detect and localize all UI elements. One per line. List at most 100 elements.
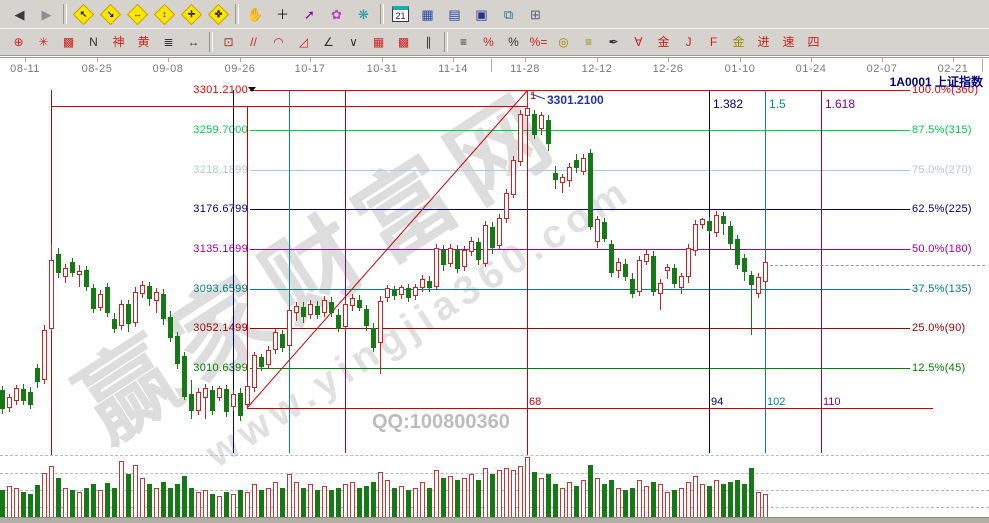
save-button-icon[interactable]: ▣ (475, 6, 488, 22)
percent-tool-icon[interactable]: % (508, 35, 519, 49)
volume-bar (56, 478, 61, 518)
calendar-button-icon[interactable]: 21 (388, 2, 413, 26)
angle-lines-tool-icon[interactable]: ∠ (323, 35, 334, 49)
volume-bar (196, 492, 201, 518)
diamond-pan-right-tool-icon[interactable]: ↘ (98, 2, 123, 26)
bars-scale-tool-icon[interactable]: ≡ (459, 35, 467, 49)
grid-tool-icon[interactable]: ▦ (372, 35, 385, 49)
gold-ring-tool-icon[interactable]: ◎ (558, 35, 569, 49)
gann-level-line (250, 328, 910, 329)
candle-body (623, 264, 628, 277)
grid-dense-tool-icon[interactable]: ▩ (397, 35, 410, 49)
candle-body (749, 275, 754, 285)
volume-bar (714, 480, 719, 518)
diamond-pan-left-tool-icon[interactable]: ↖ (71, 2, 96, 26)
candle-body (238, 393, 243, 416)
volume-bar (154, 488, 159, 518)
volume-bar (161, 482, 166, 518)
diamond-expand-h-tool-icon[interactable]: ↔ (125, 2, 150, 26)
gold-levels-tool-icon[interactable]: ≡ (584, 35, 592, 49)
candle-body (644, 254, 649, 262)
candle-wick (562, 174, 563, 193)
volume-bar (378, 472, 383, 518)
candle-body (511, 160, 516, 195)
gann-square-tool-icon[interactable]: ▩ (62, 35, 75, 49)
parallel-lines-tool-icon[interactable]: ∥ (425, 35, 432, 49)
j-line-tool-icon[interactable]: J (685, 35, 692, 49)
hand-tool-icon[interactable]: ✋ (247, 6, 264, 22)
report-button-icon[interactable]: ▤ (448, 6, 461, 22)
volume-bar (301, 488, 306, 518)
candle-body (329, 302, 334, 313)
gann-level-line (250, 289, 910, 290)
square-fan-tool-icon[interactable]: ◿ (298, 35, 309, 49)
volume-bar (273, 482, 278, 518)
marker-pen-tool-icon[interactable]: ✒ (608, 35, 619, 49)
candle-body (525, 108, 530, 116)
volume-bar (175, 484, 180, 518)
axis-date-label: 10-17 (294, 63, 326, 75)
axis-tick (525, 58, 526, 62)
candle-wick (79, 265, 80, 287)
pct-levels-tool-icon[interactable]: %= (529, 35, 548, 49)
gann-wheel-tool-icon[interactable]: ✿ (331, 6, 342, 22)
huang-tool-icon[interactable]: 黄 (137, 35, 150, 49)
volume-bar (581, 480, 586, 518)
volume-bar (448, 476, 453, 518)
axis-tick (168, 58, 169, 62)
forward-button-icon[interactable]: ▶ (41, 6, 52, 22)
crosshair-tool-icon[interactable]: ＋ (275, 6, 289, 22)
zoom-pointer-tool-icon[interactable]: ➚ (304, 6, 315, 22)
advance-line-tool-icon[interactable]: 进 (757, 35, 770, 49)
speed-line-tool-icon[interactable]: 速 (782, 35, 795, 49)
gold-angle-tool-icon[interactable]: 金 (732, 35, 745, 49)
candle-body (70, 262, 75, 273)
ruler-123-tool-icon[interactable]: ≣ (163, 35, 174, 49)
data-transfer-button-icon[interactable]: ⊞ (530, 6, 541, 22)
last-price-line (770, 265, 985, 266)
axis-tick (668, 58, 669, 62)
gann-percent-label: 25.0%(90) (912, 322, 966, 334)
four-line-tool-icon[interactable]: 四 (807, 35, 820, 49)
wave-gate-tool-icon[interactable]: ∀ (634, 35, 643, 49)
volume-bar (560, 488, 565, 518)
shen-tool-icon[interactable]: 神 (112, 35, 125, 49)
diamond-glyph: ✛ (187, 8, 196, 19)
candle-body (0, 390, 5, 409)
gann-level-line (250, 368, 910, 369)
candle-body (455, 250, 460, 269)
diamond-center-tool-icon[interactable]: ✜ (206, 2, 231, 26)
volume-bar (504, 468, 509, 518)
back-button-icon[interactable]: ◀ (14, 6, 25, 22)
gann-level-line (250, 209, 910, 210)
diamond-zoom-in-tool-icon[interactable]: ✛ (179, 2, 204, 26)
arc-fan-tool-icon[interactable]: ◠ (273, 35, 284, 49)
axis-date-label: 09-26 (224, 63, 256, 75)
candle-wick (751, 271, 752, 335)
spiderweb-tool-icon[interactable]: ❋ (358, 6, 369, 22)
diamond-glyph: ✜ (214, 8, 223, 19)
starburst-tool-icon[interactable]: ✳ (38, 35, 49, 49)
publish-button-icon[interactable]: ⧉ (503, 6, 514, 22)
n-wave-tool-icon[interactable]: N (89, 35, 98, 49)
f-line-tool-icon[interactable]: F (709, 35, 718, 49)
calculator-button-icon[interactable]: ▦ (421, 6, 434, 22)
volume-bar (294, 482, 299, 518)
volume-bar (665, 492, 670, 518)
watermark-brand: 赢家财富网 (60, 72, 580, 462)
vee-lines-tool-icon[interactable]: ∨ (349, 35, 358, 49)
bar-width-tool-icon[interactable]: ↔ (187, 35, 200, 49)
diamond-expand-v-tool-icon[interactable]: ↕ (152, 2, 177, 26)
volume-bar (609, 480, 614, 518)
gold-section-tool-icon[interactable]: 金 (657, 35, 670, 49)
candle-body (112, 319, 117, 329)
candle-body (56, 254, 61, 273)
gann-fan-tool-icon[interactable]: // (250, 35, 257, 49)
pct-line-tool-icon[interactable]: % (483, 35, 494, 49)
candle-body (28, 392, 33, 405)
box-select-tool-icon[interactable]: ⊡ (223, 35, 234, 49)
circle-target-tool-icon[interactable]: ⊕ (13, 35, 24, 49)
